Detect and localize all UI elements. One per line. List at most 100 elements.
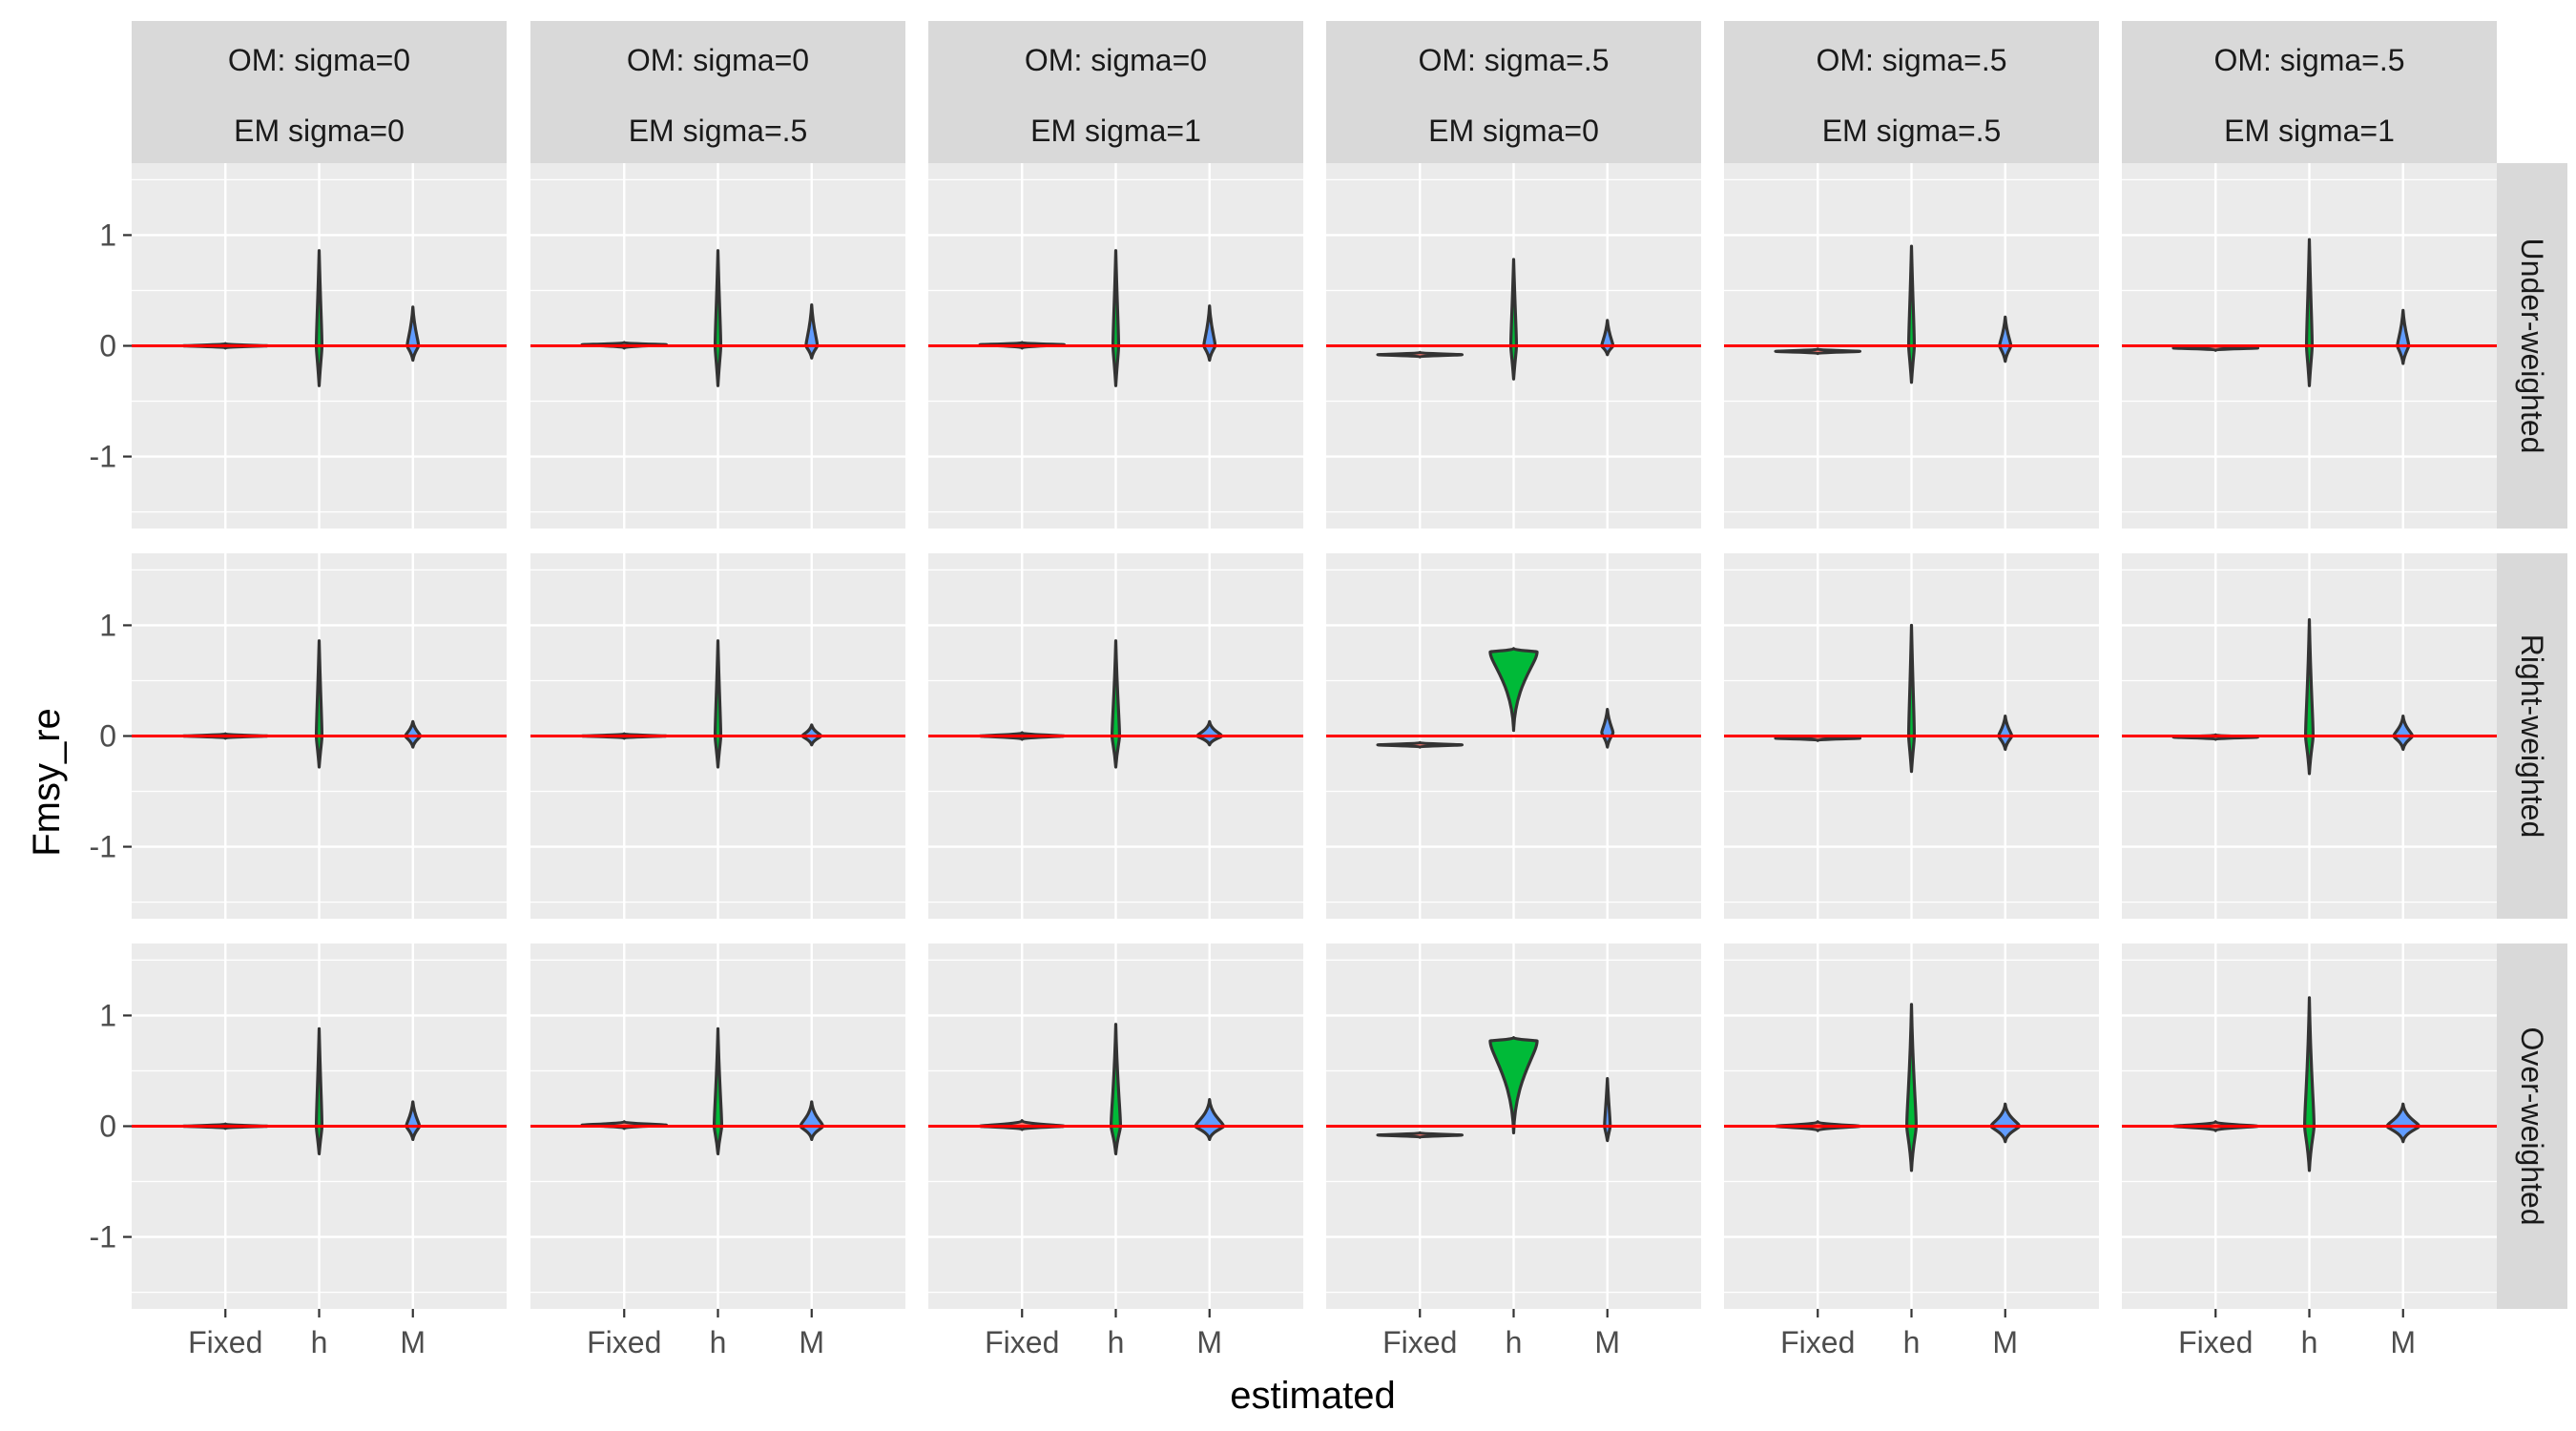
strip-label-em: EM sigma=1 [1030, 114, 1201, 148]
row-strip-3: Over-weighted [2497, 944, 2567, 1309]
column-strip-4: OM: sigma=.5 EM sigma=0 [1326, 21, 1701, 163]
violin-fixed [1774, 347, 1862, 356]
facet-panel-r2-c2 [530, 553, 905, 919]
violin-fixed [1774, 734, 1862, 742]
strip-background [1326, 21, 1701, 163]
facet-panel-r1-c6 [2122, 163, 2497, 529]
strip-label-em: EM sigma=.5 [629, 114, 808, 148]
column-strip-5: OM: sigma=.5 EM sigma=.5 [1724, 21, 2099, 163]
column-strip-2: OM: sigma=0 EM sigma=.5 [530, 21, 905, 163]
x-tick-label: h [1108, 1325, 1125, 1359]
facet-panel-r3-c3 [928, 944, 1303, 1309]
violin-h [713, 639, 723, 769]
y-tick-label: -1 [90, 830, 116, 864]
strip-label-em: EM sigma=.5 [1822, 114, 2002, 148]
strip-background [2497, 553, 2567, 919]
facet-panel-r1-c3 [928, 163, 1303, 529]
x-tick-label: M [1992, 1325, 2018, 1359]
violin-m [1989, 1102, 2022, 1144]
strip-background [2122, 21, 2497, 163]
violin-fixed [1376, 740, 1465, 749]
facet-panel-r3-c1 [132, 944, 507, 1309]
violin-h [713, 249, 723, 387]
strip-background [132, 21, 507, 163]
facet-panel-r3-c2 [530, 944, 905, 1309]
x-tick-label: h [2301, 1325, 2318, 1359]
violin-m [1195, 719, 1224, 747]
violin-h [2304, 238, 2315, 387]
strips-layer: OM: sigma=0 EM sigma=0 OM: sigma=0 EM sigma… [132, 21, 2567, 1309]
facet-panel-r1-c1 [132, 163, 507, 529]
strip-background [1724, 21, 2099, 163]
facet-panel-r3-c5 [1724, 944, 2099, 1309]
facet-panel-r2-c6 [2122, 553, 2497, 919]
violin-h [712, 1027, 724, 1156]
facet-panel-r2-c5 [1724, 553, 2099, 919]
facet-panel-r1-c2 [530, 163, 905, 529]
violin-m [1600, 708, 1615, 749]
violin-m [1603, 1076, 1612, 1143]
violin-h [1904, 1003, 1919, 1172]
strip-label-weighting: Over-weighted [2515, 1027, 2549, 1225]
x-tick-label: M [1196, 1325, 1222, 1359]
strip-label-om: OM: sigma=.5 [2213, 43, 2404, 77]
x-tick-label: Fixed [2178, 1325, 2253, 1359]
violin-m [1194, 1098, 1226, 1142]
strip-label-om: OM: sigma=.5 [1418, 43, 1609, 77]
x-tick-label: M [400, 1325, 426, 1359]
violin-fixed [1376, 1130, 1465, 1139]
violin-h [1488, 1036, 1539, 1135]
x-tick-label: M [2390, 1325, 2416, 1359]
violin-h [1488, 647, 1539, 733]
x-axis-title: estimated [1230, 1375, 1395, 1417]
violin-m [404, 719, 423, 749]
x-tick-label: h [1903, 1325, 1921, 1359]
violin-h [1508, 258, 1519, 381]
y-tick-label: 0 [99, 719, 116, 754]
column-strip-6: OM: sigma=.5 EM sigma=1 [2122, 21, 2497, 163]
x-tick-label: M [1594, 1325, 1620, 1359]
y-tick-label: 1 [99, 218, 116, 252]
facet-panel-r2-c4 [1326, 553, 1701, 919]
x-tick-label: M [799, 1325, 824, 1359]
panels-layer [132, 163, 2497, 1309]
violin-m [1997, 715, 2014, 752]
x-tick-label: h [1506, 1325, 1523, 1359]
strip-background [530, 21, 905, 163]
violin-h [1111, 249, 1121, 387]
x-tick-label: Fixed [188, 1325, 262, 1359]
strip-background [2497, 163, 2567, 529]
strip-background [928, 21, 1303, 163]
column-strip-1: OM: sigma=0 EM sigma=0 [132, 21, 507, 163]
y-tick-label: 0 [99, 329, 116, 363]
strip-label-em: EM sigma=0 [1428, 114, 1599, 148]
violin-m [405, 1100, 422, 1142]
facet-panel-r1-c5 [1724, 163, 2099, 529]
violin-h [1906, 244, 1917, 384]
facet-panel-r2-c1 [132, 553, 507, 919]
strip-label-em: EM sigma=0 [234, 114, 405, 148]
facet-panel-r1-c4 [1326, 163, 1701, 529]
x-tick-label: h [311, 1325, 328, 1359]
violin-m [2392, 715, 2415, 752]
row-strip-2: Right-weighted [2497, 553, 2567, 919]
violin-m [799, 1100, 825, 1142]
violin-fixed [2171, 343, 2260, 352]
y-tick-label: -1 [90, 440, 116, 474]
violin-h [1109, 1023, 1123, 1156]
column-strip-3: OM: sigma=0 EM sigma=1 [928, 21, 1303, 163]
y-axis-title: Fmsy_re [26, 708, 68, 857]
strip-label-em: EM sigma=1 [2224, 114, 2395, 148]
strip-label-weighting: Right-weighted [2515, 634, 2549, 838]
violin-h [314, 639, 324, 769]
violin-h [314, 249, 324, 387]
strip-label-om: OM: sigma=0 [228, 43, 410, 77]
violin-h [314, 1027, 324, 1156]
x-tick-label: Fixed [1382, 1325, 1457, 1359]
x-tick-label: Fixed [985, 1325, 1059, 1359]
facet-panel-r3-c6 [2122, 944, 2497, 1309]
strip-label-om: OM: sigma=.5 [1816, 43, 2006, 77]
y-tick-label: 1 [99, 998, 116, 1032]
y-tick-label: 1 [99, 608, 116, 642]
